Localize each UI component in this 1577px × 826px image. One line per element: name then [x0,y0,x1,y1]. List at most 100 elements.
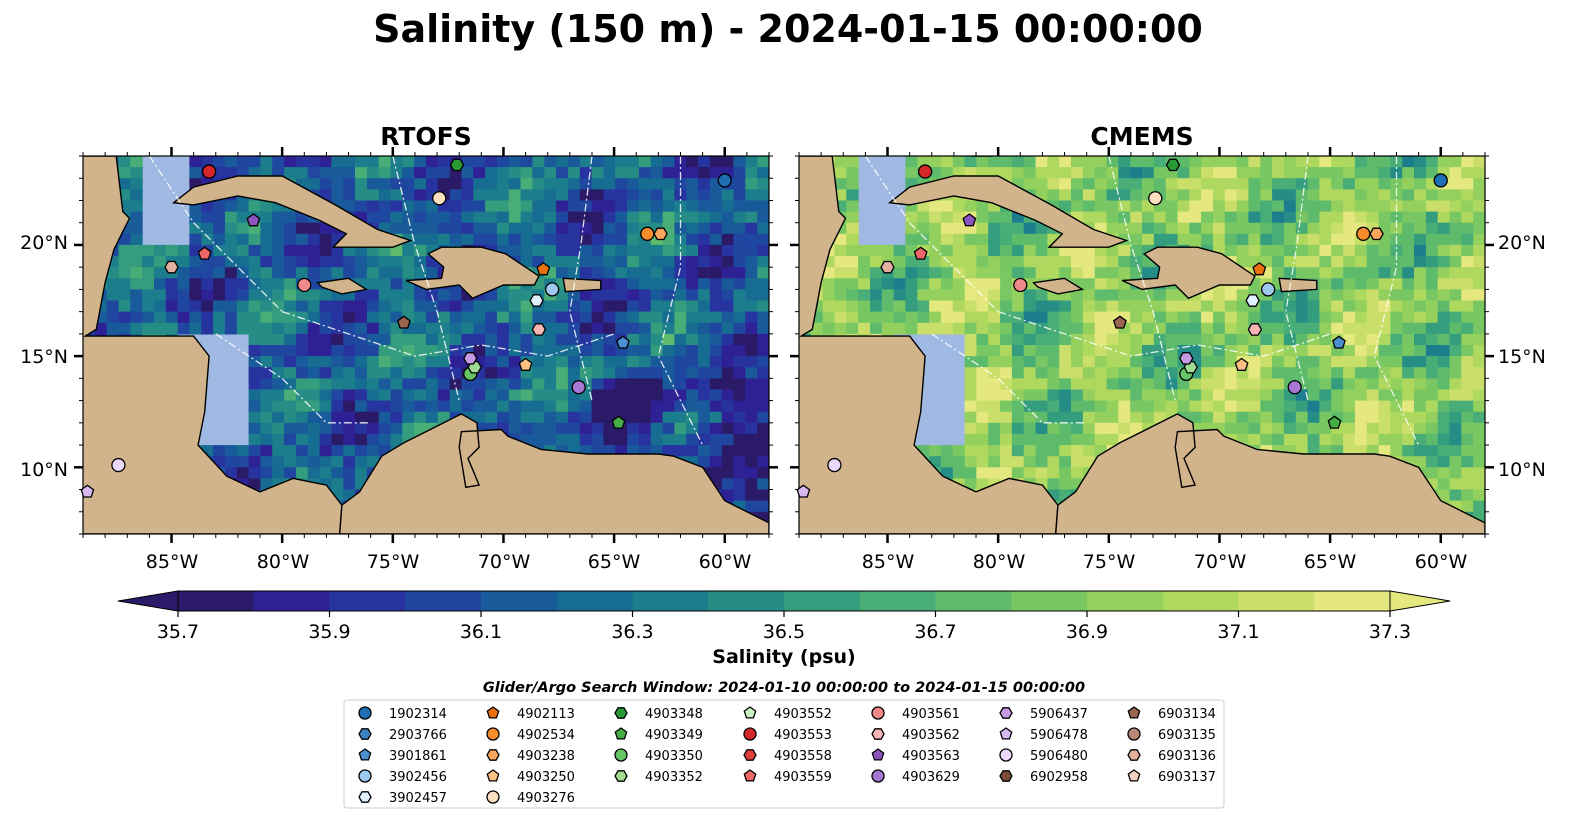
float-marker-3901861[interactable] [1332,335,1346,349]
float-marker-4902113[interactable] [536,262,551,276]
legend-marker-4903238[interactable] [486,749,500,761]
map-area-rtofs[interactable] [72,134,770,535]
float-marker-3901861[interactable] [616,335,630,349]
float-marker-5906478[interactable] [796,484,811,498]
boundary-line [931,333,1087,424]
float-marker-6903134[interactable] [396,315,411,329]
float-marker-4903349[interactable] [1327,415,1342,429]
float-marker-4902534[interactable] [1356,226,1371,241]
float-marker-6903134[interactable] [1112,315,1127,329]
float-marker-6903136[interactable] [164,260,179,274]
float-marker-4903562[interactable] [531,323,547,336]
colorbar-tick-label: 36.1 [460,621,502,643]
x-tick-label: 75°W [367,551,420,573]
landmass [405,246,540,300]
float-marker-4903559[interactable] [913,246,928,260]
float-marker-4903629[interactable] [571,380,586,395]
legend-marker-5906480[interactable] [999,748,1013,762]
legend-marker-5906478[interactable] [999,727,1013,740]
float-marker-5906437[interactable] [1179,352,1194,365]
colorbar-swatch [1314,591,1391,611]
legend-item: 4903553 [743,727,832,743]
float-marker-1902314[interactable] [1433,173,1448,188]
legend-marker-4903552[interactable] [743,706,757,719]
float-marker-1902314[interactable] [717,173,732,188]
float-marker-5906478[interactable] [80,484,95,498]
legend-marker-6903136[interactable] [1127,749,1141,761]
colorbar-swatch [1011,591,1088,611]
float-marker-5906480[interactable] [111,457,126,473]
legend-marker-4903250[interactable] [486,769,500,782]
float-marker-6903136[interactable] [880,260,895,274]
legend-label: 5906480 [1030,749,1088,764]
legend-label: 4903348 [645,707,703,722]
float-marker-4903559[interactable] [197,246,212,260]
legend-marker-4903561[interactable] [871,706,885,720]
float-marker-4902534[interactable] [640,226,655,241]
float-marker-3902456[interactable] [544,282,560,297]
legend-marker-4903276[interactable] [486,790,500,804]
float-marker-4903238[interactable] [1369,227,1384,241]
legend-marker-6902958[interactable] [999,770,1013,782]
float-marker-4903348[interactable] [1165,158,1181,172]
float-marker-4903629[interactable] [1287,380,1302,395]
legend-marker-4903553[interactable] [743,727,757,741]
legend-marker-4903349[interactable] [614,727,628,740]
float-marker-4903553[interactable] [917,164,933,179]
float-marker-3902457[interactable] [529,294,544,307]
float-marker-4903348[interactable] [449,158,465,172]
legend-label: 3902457 [389,791,447,806]
legend-marker-4903629[interactable] [871,769,885,783]
float-marker-4903250[interactable] [518,357,533,371]
float-marker-4903562[interactable] [1247,323,1263,336]
legend-marker-4902113[interactable] [486,706,500,719]
legend-marker-6903135[interactable] [1127,727,1141,741]
legend-item: 4903552 [743,706,832,722]
legend-marker-3902457[interactable] [358,791,372,803]
legend-marker-6903134[interactable] [1127,706,1141,719]
map-area-cmems[interactable] [788,134,1486,535]
legend-marker-6903137[interactable] [1127,769,1141,782]
colorbar-tick-label: 36.3 [611,621,653,643]
float-marker-4903276[interactable] [432,191,447,206]
float-marker-5906480[interactable] [827,457,842,473]
float-marker-4903563[interactable] [962,213,977,227]
float-marker-3902456[interactable] [1260,282,1276,297]
float-marker-4903561[interactable] [297,277,312,293]
boundary-line [569,156,593,401]
float-marker-4903250[interactable] [1234,357,1249,371]
float-marker-3902457[interactable] [1245,294,1260,307]
float-marker-4903553[interactable] [201,164,217,179]
legend-marker-3901861[interactable] [358,748,372,761]
landmass [1121,246,1256,300]
legend-label: 4903350 [645,749,703,764]
landmass [562,277,602,293]
float-marker-5906437[interactable] [463,352,478,365]
legend-marker-4902534[interactable] [486,727,500,741]
legend-marker-4903348[interactable] [614,707,628,719]
legend-marker-4903558[interactable] [743,749,757,761]
legend-marker-4903559[interactable] [743,769,757,782]
legend-marker-4903350[interactable] [614,748,628,762]
float-marker-4902113[interactable] [1252,262,1267,276]
legend-item: 5906480 [999,748,1088,764]
colorbar-swatch [935,591,1012,611]
float-marker-4903563[interactable] [246,213,261,227]
x-tick-label: 70°W [1194,551,1247,573]
float-marker-4903561[interactable] [1013,277,1028,293]
legend-marker-3902456[interactable] [358,769,372,783]
landmass [83,156,343,534]
x-tick-label: 60°W [699,551,752,573]
legend-marker-4903352[interactable] [614,770,628,782]
legend-label: 4903553 [774,728,832,743]
float-marker-4903349[interactable] [611,415,626,429]
legend-item: 3901861 [358,748,447,764]
legend-marker-4903563[interactable] [871,748,885,761]
float-marker-4903276[interactable] [1148,191,1163,206]
legend-marker-5906437[interactable] [999,707,1013,719]
landmass [316,277,369,295]
legend-marker-1902314[interactable] [358,706,372,720]
legend-marker-4903562[interactable] [871,728,885,740]
legend-marker-2903766[interactable] [358,728,372,740]
float-marker-4903238[interactable] [653,227,668,241]
